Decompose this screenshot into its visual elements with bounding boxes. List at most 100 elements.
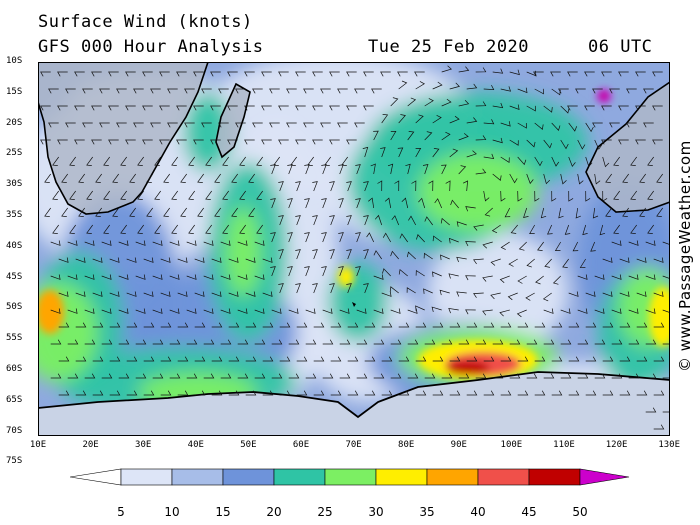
wind-barb — [75, 257, 86, 263]
wind-barb — [126, 356, 138, 362]
kerguelen-island — [352, 302, 356, 307]
wind-barb — [304, 198, 310, 209]
wind-barb — [407, 308, 418, 314]
wind-barb — [256, 190, 263, 200]
wind-barb — [254, 274, 265, 280]
wind-barb — [601, 105, 612, 111]
wind-barb — [428, 180, 434, 192]
wind-barb — [321, 198, 327, 209]
wind-barb — [86, 224, 93, 234]
wind-barb — [418, 197, 426, 209]
wind-barb — [176, 139, 187, 145]
longitude-label: 110E — [553, 440, 575, 450]
wind-barb — [465, 206, 476, 212]
wind-barb — [269, 122, 280, 128]
wind-barb — [237, 308, 248, 314]
wind-barb — [227, 71, 238, 77]
wind-barb — [295, 71, 306, 77]
wind-barb — [288, 373, 300, 379]
wind-core — [649, 287, 670, 347]
wind-barb — [628, 308, 639, 314]
wind-barb — [254, 339, 266, 345]
wind-barb — [159, 71, 170, 77]
wind-barb — [510, 224, 518, 234]
wind-barb — [197, 207, 204, 217]
wind-barb — [390, 308, 401, 314]
wind-barb — [228, 257, 239, 263]
wind-barb — [278, 215, 284, 226]
wind-barb — [50, 308, 61, 314]
wind-barb — [48, 88, 59, 94]
wind-barb — [517, 322, 529, 328]
wind-barb — [103, 156, 110, 166]
wind-barb — [129, 173, 136, 183]
wind-barb — [517, 275, 527, 284]
colorbar-label: 45 — [521, 505, 537, 519]
wind-barb — [499, 275, 510, 283]
wind-barb — [58, 257, 69, 263]
wind-barb — [176, 71, 187, 77]
wind-barb — [135, 240, 146, 246]
wind-barb — [540, 207, 547, 219]
wind-barb — [492, 339, 504, 345]
wind-barb — [628, 240, 639, 246]
wind-barb — [78, 207, 85, 217]
wind-barb — [91, 105, 102, 111]
wind-barb — [220, 274, 231, 280]
wind-barb — [78, 173, 85, 183]
wind-barb — [628, 373, 640, 379]
colorbar-label: 5 — [117, 505, 125, 519]
wind-barb — [355, 266, 361, 277]
wind-barb — [466, 117, 478, 124]
wind-barb — [568, 356, 580, 362]
wind-barb — [407, 373, 419, 379]
wind-barb — [101, 308, 112, 314]
wind-barb — [577, 274, 588, 280]
wind-barb — [456, 256, 467, 263]
wind-barb — [220, 240, 231, 246]
wind-barb — [567, 71, 578, 77]
wind-barb — [611, 274, 622, 280]
wind-barb — [411, 180, 417, 192]
wind-barb — [398, 114, 406, 124]
wind-barb — [210, 105, 221, 111]
wind-barb — [261, 105, 272, 111]
wind-barb — [57, 105, 68, 111]
wind-barb — [653, 291, 664, 297]
wind-barb — [585, 190, 591, 202]
wind-barb — [440, 254, 450, 261]
colorbar-swatch — [528, 468, 581, 486]
wind-barb — [602, 291, 613, 297]
wind-barb — [458, 99, 470, 107]
wind-barb — [346, 181, 352, 192]
wind-barb — [518, 241, 527, 251]
wind-barb — [424, 98, 434, 107]
wind-barb — [193, 71, 204, 77]
wind-barb — [211, 322, 223, 328]
wind-barb — [577, 308, 588, 314]
wind-barb — [534, 190, 540, 202]
wind-barb — [84, 308, 95, 314]
wind-barb — [609, 122, 620, 128]
wind-barb — [347, 322, 359, 328]
wind-barb — [252, 88, 263, 94]
wind-barb — [177, 356, 189, 362]
wind-barb — [194, 322, 206, 328]
wind-barb — [262, 291, 273, 297]
wind-barb — [67, 339, 79, 345]
wind-barb — [321, 232, 327, 243]
wind-barb — [143, 291, 154, 297]
wind-core — [446, 361, 490, 375]
colorbar-swatch — [120, 468, 173, 486]
wind-barb — [577, 139, 586, 150]
wind-barb — [432, 235, 442, 243]
wind-barb — [523, 207, 529, 218]
wind-barb — [373, 339, 385, 345]
wind-barb — [449, 322, 461, 328]
wind-barb — [252, 122, 263, 128]
colorbar-swatch — [477, 468, 530, 486]
wind-barb — [194, 291, 205, 297]
wind-barb — [424, 339, 436, 345]
wind-barb — [278, 249, 284, 260]
wind-barb — [542, 292, 552, 302]
